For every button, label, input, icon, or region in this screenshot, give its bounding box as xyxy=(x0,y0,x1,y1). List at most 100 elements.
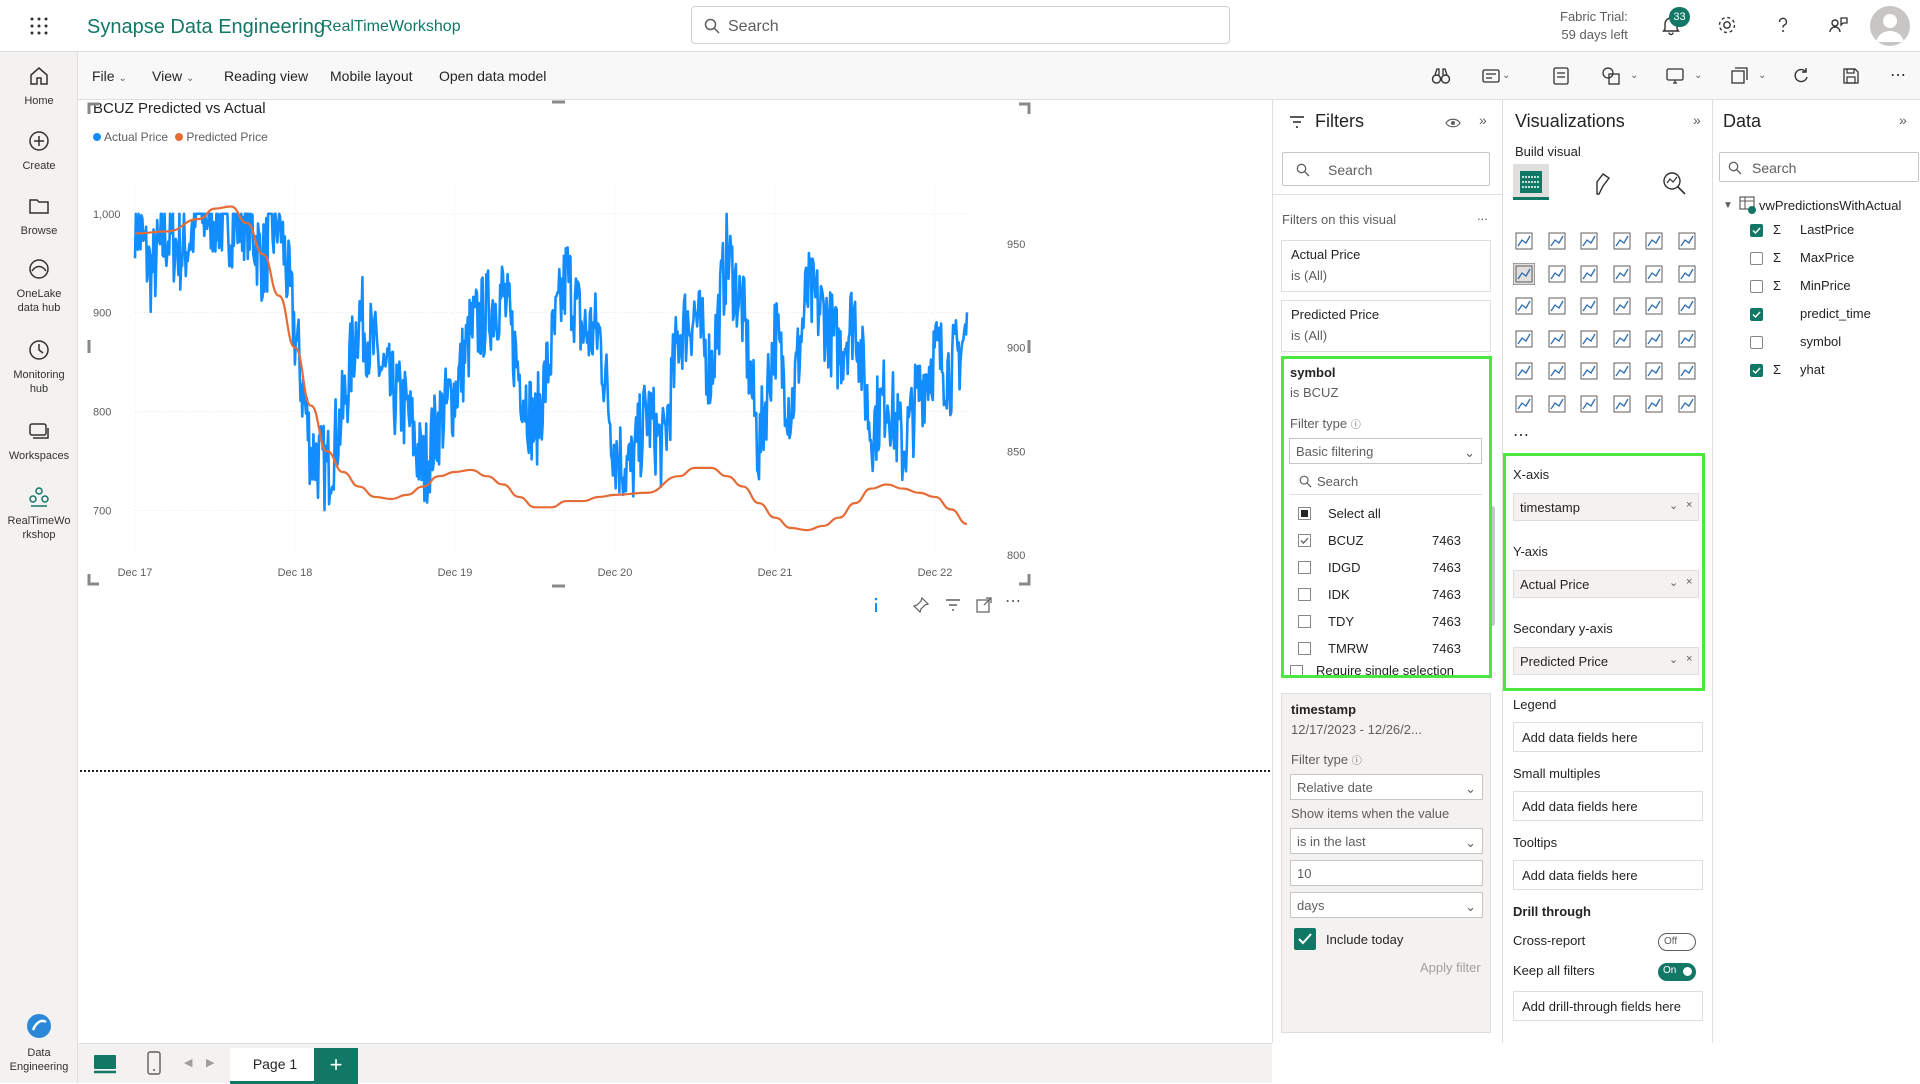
more-visual-icon[interactable]: ⋯ xyxy=(1513,425,1535,447)
goals-visual-icon[interactable] xyxy=(1578,393,1600,415)
matrix-visual-icon[interactable] xyxy=(1611,360,1633,382)
power-apps-visual-icon[interactable] xyxy=(1643,393,1665,415)
close-icon[interactable]: × xyxy=(1686,499,1693,511)
notes-icon[interactable] xyxy=(1550,65,1572,87)
collapse-data-icon[interactable]: » xyxy=(1899,112,1907,128)
data-table-name[interactable]: vwPredictionsWithActual xyxy=(1759,198,1902,213)
multi-row-card-visual-icon[interactable] xyxy=(1676,328,1698,350)
field-checkbox[interactable] xyxy=(1750,252,1763,265)
apply-filter-button[interactable]: Apply filter xyxy=(1420,960,1481,975)
reading-view-button[interactable]: Reading view xyxy=(224,68,309,84)
clustered-bar-visual-icon[interactable] xyxy=(1578,230,1600,252)
relative-operator-select[interactable]: is in the last ⌄ xyxy=(1290,828,1483,854)
build-visual-tab[interactable] xyxy=(1513,164,1549,200)
decomposition-tree-visual-icon[interactable] xyxy=(1643,360,1665,382)
waterfall-visual-icon[interactable] xyxy=(1513,295,1535,317)
field-checkbox[interactable] xyxy=(1750,280,1763,293)
rail-workspaces[interactable]: Workspaces xyxy=(0,419,78,463)
stacked-area-visual-icon[interactable] xyxy=(1578,263,1600,285)
mobile-layout-button[interactable]: Mobile layout xyxy=(330,68,413,84)
chevron-down-icon[interactable]: ⌄ xyxy=(1669,577,1679,589)
power-automate-visual-icon[interactable] xyxy=(1676,393,1698,415)
gauge-visual-icon[interactable] xyxy=(1611,328,1633,350)
field-checkbox[interactable] xyxy=(1750,336,1763,349)
filter-card-predicted-price[interactable]: Predicted Price is (All) xyxy=(1281,300,1491,352)
app-launcher-icon[interactable] xyxy=(29,16,49,36)
rail-create[interactable]: Create xyxy=(0,129,78,173)
focus-mode-icon[interactable] xyxy=(975,596,995,614)
analytics-tab[interactable] xyxy=(1661,170,1687,196)
workspace-name[interactable]: RealTimeWorkshop xyxy=(321,18,461,35)
refresh-icon[interactable] xyxy=(1790,65,1812,87)
more-options-icon[interactable]: ⋯ xyxy=(1890,67,1906,84)
smart-narrative-visual-icon[interactable] xyxy=(1546,393,1568,415)
100pct-column-visual-icon[interactable] xyxy=(1676,230,1698,252)
line-clustered-column-visual-icon[interactable] xyxy=(1643,263,1665,285)
scroll-left-icon[interactable]: ◀ xyxy=(184,1057,193,1069)
eye-icon[interactable] xyxy=(1445,116,1461,130)
card-visual-icon[interactable] xyxy=(1643,328,1665,350)
field-checkbox[interactable] xyxy=(1750,308,1763,321)
filter-card-actual-price[interactable]: Actual Price is (All) xyxy=(1281,240,1491,292)
filter-card-timestamp[interactable]: timestamp 12/17/2023 - 12/26/2... Filter… xyxy=(1281,693,1491,1033)
small-multiples-drop-zone[interactable]: Add data fields here xyxy=(1513,791,1703,821)
ribbon-visual-icon[interactable] xyxy=(1676,263,1698,285)
field-checkbox[interactable] xyxy=(1750,364,1763,377)
chevron-down-icon[interactable]: ⌄ xyxy=(1502,70,1511,81)
view-menu[interactable]: View ⌄ xyxy=(152,68,194,84)
select-all-checkbox[interactable] xyxy=(1298,507,1311,520)
rail-onelake[interactable]: OneLake data hub xyxy=(0,257,78,315)
secondary-y-axis-field[interactable]: Predicted Price ⌄ × xyxy=(1513,647,1699,675)
list-item-checkbox[interactable] xyxy=(1298,615,1311,628)
help-icon[interactable] xyxy=(1772,14,1796,38)
rail-home[interactable]: Home xyxy=(0,64,78,108)
azure-map-visual-icon[interactable] xyxy=(1578,328,1600,350)
pin-icon[interactable] xyxy=(912,596,932,614)
key-influencers-visual-icon[interactable] xyxy=(1676,360,1698,382)
save-icon[interactable] xyxy=(1840,65,1862,87)
data-field-item[interactable]: LastPrice xyxy=(1800,222,1855,237)
donut-visual-icon[interactable] xyxy=(1643,295,1665,317)
list-item-checkbox[interactable] xyxy=(1298,561,1311,574)
gear-icon[interactable] xyxy=(1716,14,1740,38)
desktop-layout-icon[interactable] xyxy=(92,1052,118,1076)
list-item-checkbox[interactable] xyxy=(1298,642,1311,655)
list-item-checkbox[interactable] xyxy=(1298,588,1311,601)
chevron-down-icon[interactable]: ⌄ xyxy=(1694,70,1703,81)
chevron-down-icon[interactable]: ⌄ xyxy=(1669,654,1679,666)
info-icon[interactable] xyxy=(866,596,886,614)
collapse-filters-icon[interactable]: » xyxy=(1479,112,1487,128)
filter-type-select[interactable]: Relative date ⌄ xyxy=(1290,774,1483,800)
table-visual-icon[interactable] xyxy=(1578,360,1600,382)
chevron-down-icon[interactable]: ⌄ xyxy=(1758,70,1767,81)
relative-amount-input[interactable]: 10 xyxy=(1290,860,1483,886)
y-axis-field[interactable]: Actual Price ⌄ × xyxy=(1513,570,1699,598)
100pct-bar-visual-icon[interactable] xyxy=(1643,230,1665,252)
chevron-down-icon[interactable]: ⌄ xyxy=(1630,70,1639,81)
filter-type-select[interactable]: Basic filtering ⌄ xyxy=(1289,438,1482,464)
include-today-checkbox[interactable] xyxy=(1294,928,1316,950)
product-name[interactable]: Synapse Data Engineering xyxy=(87,16,325,38)
drill-through-drop-zone[interactable]: Add drill-through fields here xyxy=(1513,991,1703,1021)
clustered-column-visual-icon[interactable] xyxy=(1611,230,1633,252)
line-chart-visual[interactable]: BCUZ Predicted vs Actual Actual Price Pr… xyxy=(87,100,1031,588)
tab-page-1[interactable]: Page 1 xyxy=(230,1048,320,1084)
close-icon[interactable]: × xyxy=(1686,576,1693,588)
paginated-report-visual-icon[interactable] xyxy=(1611,393,1633,415)
x-axis-field[interactable]: timestamp ⌄ × xyxy=(1513,493,1699,521)
filters-search-input[interactable]: Search xyxy=(1282,152,1490,186)
area-visual-icon[interactable] xyxy=(1546,263,1568,285)
shapes-icon[interactable] xyxy=(1600,65,1622,87)
rail-data-engineering[interactable]: Data Engineering xyxy=(0,1012,78,1074)
add-page-button[interactable]: + xyxy=(314,1048,358,1084)
keep-filters-toggle[interactable]: On xyxy=(1658,963,1696,981)
data-search-input[interactable]: Search xyxy=(1719,152,1919,182)
scroll-right-icon[interactable]: ▶ xyxy=(206,1057,215,1069)
collapse-visualizations-icon[interactable]: » xyxy=(1693,112,1701,128)
filter-icon[interactable] xyxy=(944,596,964,614)
rail-monitoring[interactable]: Monitoring hub xyxy=(0,338,78,396)
data-field-item[interactable]: MinPrice xyxy=(1800,278,1851,293)
map-visual-icon[interactable] xyxy=(1513,328,1535,350)
file-menu[interactable]: File ⌄ xyxy=(92,68,127,84)
legend-drop-zone[interactable]: Add data fields here xyxy=(1513,722,1703,752)
